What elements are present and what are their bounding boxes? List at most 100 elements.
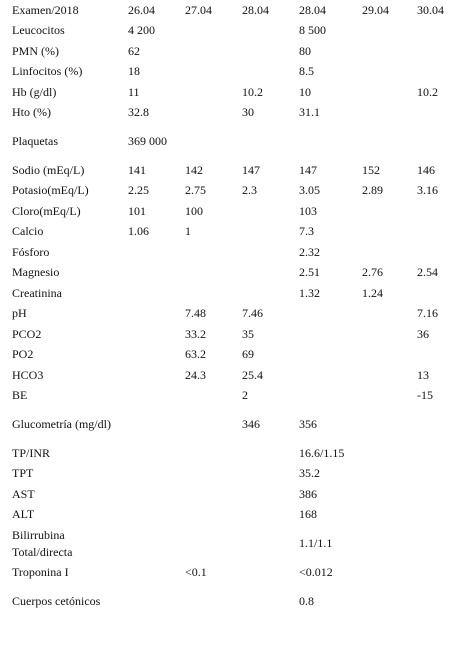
table-cell: 4 200 (128, 23, 155, 38)
table-cell (118, 525, 175, 562)
table-row: Linfocitos (%) 18 8.5 (0, 62, 471, 83)
table-cell (232, 21, 289, 42)
table-cell: 35 (242, 326, 254, 341)
table-cell (175, 263, 232, 284)
row-label: HCO3 (12, 367, 44, 382)
table-cell (407, 406, 471, 443)
table-cell: 2 (242, 388, 248, 403)
table-cell: 1.32 (299, 285, 320, 300)
table-cell: 2.25 (128, 183, 149, 198)
table-cell (232, 443, 289, 464)
table-cell (407, 283, 471, 304)
row-label: Troponina I (12, 564, 69, 579)
table-row: Sodio (mEq/L) 141 142 147 147 152 146 (0, 160, 471, 181)
table-cell (232, 562, 289, 583)
table-cell: <0.012 (299, 564, 333, 579)
table-cell: 1.06 (128, 224, 149, 239)
table-cell: 30 (242, 105, 254, 120)
table-cell: 103 (299, 203, 317, 218)
table-cell (232, 242, 289, 263)
table-cell: 11 (128, 84, 140, 99)
table-row: TP/INR 16.6/1.15 (0, 443, 471, 464)
table-cell: 69 (242, 347, 254, 362)
row-label: pH (12, 306, 27, 321)
table-cell (407, 345, 471, 366)
table-cell: 146 (417, 162, 435, 177)
table-cell: 100 (185, 203, 203, 218)
header-cell: 26.04 (128, 2, 155, 17)
table-cell (407, 562, 471, 583)
table-cell (118, 345, 175, 366)
table-cell: 7.3 (299, 224, 314, 239)
table-cell (352, 443, 407, 464)
table-cell: 33.2 (185, 326, 206, 341)
table-cell (352, 103, 407, 124)
table-cell (352, 304, 407, 325)
table-cell (118, 505, 175, 526)
table-cell (118, 406, 175, 443)
table-cell (407, 62, 471, 83)
row-label: Glucometría (mg/dl) (12, 417, 111, 431)
table-cell: 1 (185, 224, 191, 239)
table-cell (232, 222, 289, 243)
table-cell (407, 123, 471, 160)
row-label: Leucocitos (12, 23, 65, 38)
table-row: ALT 168 (0, 505, 471, 526)
table-cell (289, 345, 352, 366)
table-cell (232, 583, 289, 620)
table-cell: 7.16 (417, 306, 438, 321)
table-cell (289, 386, 352, 407)
table-cell: 35.2 (299, 466, 320, 481)
table-row: Magnesio 2.51 2.76 2.54 (0, 263, 471, 284)
table-cell: 18 (128, 64, 140, 79)
table-cell: 0.8 (299, 593, 314, 608)
table-cell (232, 525, 289, 562)
header-cell: 29.04 (362, 2, 389, 17)
row-label: Hb (g/dl) (12, 84, 57, 99)
table-cell (175, 62, 232, 83)
table-cell: 2.75 (185, 183, 206, 198)
header-cell: 28.04 (242, 2, 269, 17)
table-cell: 386 (299, 486, 317, 501)
table-row: PO2 63.2 69 (0, 345, 471, 366)
row-label: Hto (%) (12, 105, 51, 120)
table-row: Hto (%) 32.8 30 31.1 (0, 103, 471, 124)
row-label: Cloro(mEq/L) (12, 203, 81, 218)
row-label: PO2 (12, 347, 34, 362)
table-cell (175, 484, 232, 505)
table-cell (118, 324, 175, 345)
table-row: Fósforo 2.32 (0, 242, 471, 263)
table-cell (352, 242, 407, 263)
table-cell (118, 242, 175, 263)
row-label: Magnesio (12, 265, 60, 280)
table-cell: 36 (417, 326, 429, 341)
table-cell (175, 505, 232, 526)
table-cell (118, 386, 175, 407)
table-cell (175, 21, 232, 42)
row-label: AST (12, 486, 35, 501)
row-label: ALT (12, 507, 35, 522)
table-cell: 346 (242, 417, 260, 431)
table-row: Hb (g/dl) 11 10.2 10 10.2 (0, 82, 471, 103)
table-cell (232, 464, 289, 485)
table-cell (232, 505, 289, 526)
table-row: Troponina I <0.1 <0.012 (0, 562, 471, 583)
table-cell: 2.54 (417, 265, 438, 280)
table-cell (118, 443, 175, 464)
header-cell: Examen/2018 (12, 2, 79, 17)
table-cell (118, 484, 175, 505)
table-cell (232, 484, 289, 505)
table-cell (352, 386, 407, 407)
row-label: Plaquetas (12, 134, 58, 148)
table-cell: -15 (417, 388, 433, 403)
table-cell (175, 103, 232, 124)
table-cell: 369 000 (128, 134, 167, 148)
table-cell (175, 406, 232, 443)
table-cell (352, 484, 407, 505)
table-cell (407, 443, 471, 464)
table-cell (118, 263, 175, 284)
table-cell (407, 583, 471, 620)
table-cell: 8.5 (299, 64, 314, 79)
table-cell (352, 345, 407, 366)
table-cell (352, 62, 407, 83)
